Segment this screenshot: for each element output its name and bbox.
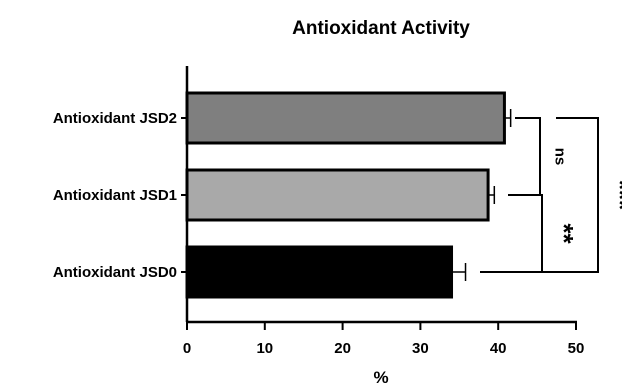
x-tick-label-5: 50: [568, 340, 585, 357]
x-tick-label-0: 0: [183, 340, 191, 357]
axes-layer: Antioxidant JSD2 Antioxidant JSD1 Antioxid…: [53, 66, 585, 357]
bar-2: [185, 245, 454, 299]
bar-0: [185, 91, 506, 145]
x-tick-label-1: 10: [256, 340, 273, 357]
significance-label-1: **: [549, 223, 579, 244]
x-axis-label: %: [373, 368, 388, 387]
significance-bracket-2: [485, 117, 599, 273]
category-label-1: Antioxidant JSD1: [53, 187, 177, 204]
category-label-0: Antioxidant JSD2: [53, 110, 177, 127]
significance-bracket-0: [510, 117, 541, 196]
significance-layer: ns*****: [480, 117, 622, 273]
bars-layer: [185, 91, 512, 299]
category-label-2: Antioxidant JSD0: [53, 264, 177, 281]
x-tick-label-4: 40: [490, 340, 507, 357]
x-tick-label-3: 30: [412, 340, 429, 357]
x-tick-label-2: 20: [334, 340, 351, 357]
significance-label-2: ***: [605, 180, 622, 211]
chart-title: Antioxidant Activity: [292, 18, 470, 39]
significance-label-0: ns: [552, 148, 569, 166]
bar-1: [185, 168, 490, 222]
